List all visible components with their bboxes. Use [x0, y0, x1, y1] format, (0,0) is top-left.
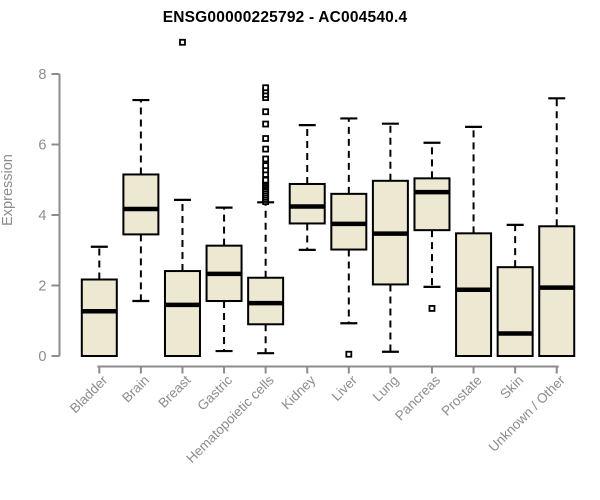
- box-group: [455, 125, 493, 357]
- x-tick-label: Brain: [119, 373, 152, 406]
- outlier-point: [179, 38, 186, 46]
- box-group: [288, 124, 326, 251]
- outlier-point: [262, 84, 270, 92]
- box-iqr: [80, 278, 118, 358]
- outlier-point: [428, 305, 436, 312]
- outlier-point: [262, 135, 270, 142]
- y-tick-label: 4: [38, 208, 46, 224]
- outlier-point: [262, 145, 270, 153]
- y-axis: 0 2 4 6 8: [38, 67, 61, 365]
- x-tick-label: Breast: [155, 372, 193, 410]
- box-group: [538, 97, 576, 357]
- box-iqr: [288, 182, 326, 225]
- x-tick-label: Prostate: [439, 373, 485, 419]
- x-tick-label: Skin: [497, 373, 526, 402]
- y-tick-label: 8: [38, 67, 46, 83]
- box-iqr: [413, 177, 451, 232]
- box-group: [80, 245, 118, 358]
- y-tick-label: 2: [38, 279, 46, 295]
- outlier-point: [262, 162, 270, 170]
- box-group: [247, 84, 285, 355]
- y-axis-label: Expression: [0, 154, 16, 226]
- x-tick-label: Liver: [329, 372, 361, 404]
- box-group: [330, 117, 368, 358]
- box-iqr: [122, 173, 160, 236]
- x-tick-label: Bladder: [67, 372, 111, 416]
- x-tick-label: Kidney: [279, 372, 319, 412]
- y-tick-label: 0: [38, 349, 46, 365]
- x-tick-label: Pancreas: [392, 372, 443, 423]
- x-tick-label: Unknown / Other: [486, 372, 569, 455]
- box-group: [496, 223, 534, 358]
- x-tick-label: Gastric: [194, 372, 235, 413]
- outlier-point: [345, 350, 353, 358]
- y-tick-label: 6: [38, 138, 46, 154]
- outlier-point: [262, 176, 270, 184]
- box-group: [122, 98, 160, 303]
- box-iqr: [538, 225, 576, 357]
- box-group: [413, 141, 451, 312]
- box-group: [371, 122, 409, 353]
- box-group: [205, 206, 243, 353]
- outlier-point: [262, 155, 270, 163]
- box-iqr: [455, 232, 493, 357]
- box-group: [163, 38, 201, 357]
- box-iqr: [163, 270, 201, 357]
- outlier-point: [262, 120, 270, 128]
- outlier-point: [262, 108, 270, 116]
- chart-title: ENSG00000225792 - AC004540.4: [162, 9, 408, 26]
- box-iqr: [496, 266, 534, 358]
- x-tick-label: Lung: [370, 373, 402, 405]
